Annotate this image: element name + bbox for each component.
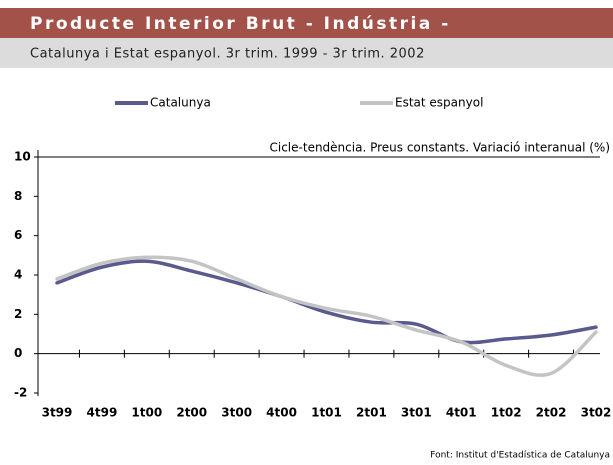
chart-title: Producte Interior Brut - Indústria -: [30, 14, 451, 34]
annotation: Cicle-tendència. Preus constants. Variac…: [270, 141, 611, 155]
x-tick-label: 2t01: [356, 406, 387, 420]
series-line: [55, 255, 598, 377]
legend-label: Estat espanyol: [395, 96, 483, 110]
x-tick-label: 3t01: [401, 406, 432, 420]
x-tick-label: 4t99: [87, 406, 118, 420]
y-tick-label: 8: [14, 189, 22, 203]
x-tick-label: 2t02: [536, 406, 567, 420]
x-tick-label: 4t01: [446, 406, 477, 420]
y-tick-label: 0: [14, 346, 22, 360]
y-tick-label: 6: [14, 228, 22, 242]
y-tick-label: -2: [14, 386, 27, 400]
x-tick-label: 1t01: [311, 406, 342, 420]
x-tick-label: 3t99: [42, 406, 73, 420]
y-tick-label: 10: [14, 150, 31, 164]
y-tick-label: 2: [14, 307, 22, 321]
chart-subtitle: Catalunya i Estat espanyol. 3r trim. 199…: [30, 47, 425, 62]
x-tick-label: 1t00: [131, 406, 162, 420]
title-bar: [0, 8, 613, 38]
legend-label: Catalunya: [150, 96, 211, 110]
x-tick-label: 4t00: [266, 406, 297, 420]
y-tick-label: 4: [14, 268, 22, 282]
source: Font: Institut d'Estadística de Cataluny…: [430, 451, 610, 461]
x-tick-label: 2t00: [176, 406, 207, 420]
x-tick-label: 3t02: [581, 406, 612, 420]
x-tick-label: 3t00: [221, 406, 252, 420]
subtitle-bar: [0, 38, 613, 68]
x-tick-label: 1t02: [491, 406, 522, 420]
series-line: [55, 259, 598, 345]
